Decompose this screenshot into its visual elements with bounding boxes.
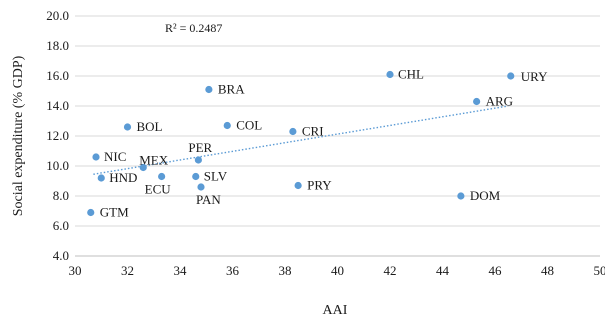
- point-label: DOM: [470, 188, 501, 203]
- gridlines: [75, 15, 600, 227]
- data-point-per: [194, 156, 202, 164]
- data-point-ury: [507, 72, 515, 80]
- data-point-col: [223, 121, 231, 130]
- y-tick-label: 14.0: [46, 98, 69, 113]
- data-point-mex: [139, 163, 147, 172]
- trendline: [93, 105, 509, 175]
- x-axis-title: AAI: [323, 303, 348, 318]
- x-tick-label: 32: [121, 263, 134, 278]
- data-point-bra: [205, 85, 213, 94]
- y-tick-label: 20.0: [46, 8, 69, 23]
- point-label: URY: [521, 69, 548, 84]
- x-tick-label: 46: [489, 263, 503, 278]
- y-axis-title: Social expenditure (% GDP): [11, 55, 26, 216]
- point-label: PAN: [196, 192, 221, 207]
- x-tick-label: 42: [384, 263, 397, 278]
- x-tick-label: 44: [436, 263, 450, 278]
- data-point-chl: [386, 70, 394, 79]
- y-tick-label: 8.0: [53, 188, 69, 203]
- x-tick-label: 48: [541, 263, 554, 278]
- point-label: PRY: [307, 178, 332, 193]
- data-point-nic: [92, 153, 100, 161]
- data-point-slv: [192, 172, 200, 181]
- x-tick-label: 38: [279, 263, 292, 278]
- point-label: BRA: [218, 82, 245, 97]
- point-label: NIC: [104, 149, 126, 164]
- data-point-dom: [457, 192, 465, 200]
- point-label: ARG: [486, 94, 513, 109]
- x-tick-label: 36: [226, 263, 240, 278]
- data-point-bol: [123, 123, 132, 131]
- point-label: CRI: [302, 124, 324, 139]
- point-label: HND: [109, 170, 137, 185]
- point-label: COL: [236, 118, 262, 133]
- y-tick-label: 10.0: [46, 158, 69, 173]
- x-tick-label: 34: [174, 263, 188, 278]
- point-label: CHL: [398, 67, 424, 82]
- r-squared-annotation: R² = 0.2487: [165, 21, 222, 35]
- data-point-arg: [473, 97, 481, 106]
- data-point-pan: [197, 183, 205, 191]
- data-point-cri: [289, 127, 297, 136]
- y-tick-labels: 4.0 6.0 8.0 10.0 12.0 14.0 16.0 18.0 20.0: [46, 8, 69, 263]
- point-label: SLV: [204, 169, 228, 184]
- point-label: ECU: [145, 182, 172, 197]
- data-point-hnd: [97, 174, 105, 182]
- y-tick-label: 18.0: [46, 38, 69, 53]
- data-point-pry: [294, 181, 302, 190]
- x-tick-labels: 30 32 34 36 38 40 42 44 46 48 50: [69, 263, 605, 278]
- x-tick-label: 50: [594, 263, 605, 278]
- point-label: MEX: [139, 153, 169, 168]
- point-label: BOL: [137, 119, 163, 134]
- x-tick-label: 40: [331, 263, 344, 278]
- x-tick-label: 30: [69, 263, 82, 278]
- data-point-gtm: [87, 208, 95, 217]
- data-points: [87, 70, 515, 217]
- y-tick-label: 4.0: [53, 248, 69, 263]
- y-tick-label: 6.0: [53, 218, 69, 233]
- point-label: PER: [188, 140, 212, 155]
- data-point-ecu: [158, 172, 166, 181]
- y-tick-label: 16.0: [46, 68, 69, 83]
- y-tick-label: 12.0: [46, 128, 69, 143]
- point-label: GTM: [100, 205, 129, 220]
